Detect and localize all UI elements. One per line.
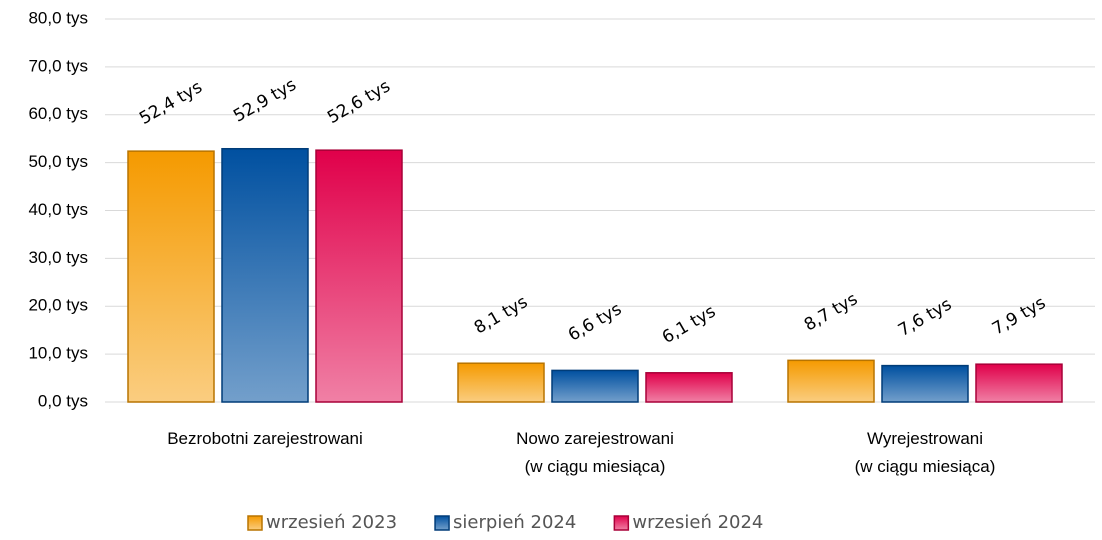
y-tick-label: 40,0 tys bbox=[28, 200, 88, 219]
bar bbox=[645, 372, 733, 403]
bar bbox=[551, 369, 639, 403]
legend-swatch bbox=[434, 515, 450, 531]
value-label: 52,9 tys bbox=[230, 75, 300, 127]
legend-swatch bbox=[247, 515, 263, 531]
bar bbox=[457, 362, 545, 403]
value-label: 52,4 tys bbox=[136, 77, 206, 129]
value-label: 7,6 tys bbox=[895, 294, 955, 340]
x-tick-label: Bezrobotni zarejestrowani bbox=[167, 429, 363, 448]
y-tick-label: 10,0 tys bbox=[28, 344, 88, 363]
x-tick-label: Wyrejestrowani (w ciągu miesiąca) bbox=[855, 429, 996, 476]
legend-label: wrzesień 2024 bbox=[632, 512, 763, 533]
y-tick-label: 60,0 tys bbox=[28, 104, 88, 123]
bar bbox=[975, 363, 1063, 403]
legend-swatch bbox=[613, 515, 630, 531]
y-tick-label: 0,0 tys bbox=[38, 391, 88, 410]
bar bbox=[315, 149, 403, 403]
y-tick-label: 30,0 tys bbox=[28, 248, 88, 267]
bar bbox=[221, 147, 309, 403]
legend-label: sierpień 2024 bbox=[453, 512, 576, 533]
value-label: 8,1 tys bbox=[471, 292, 531, 338]
bar bbox=[881, 364, 969, 403]
x-tick-label: Nowo zarejestrowani (w ciągu miesiąca) bbox=[516, 429, 674, 476]
value-label: 6,1 tys bbox=[659, 302, 719, 348]
bar bbox=[127, 150, 215, 403]
y-tick-label: 80,0 tys bbox=[28, 8, 88, 27]
bar bbox=[787, 359, 875, 403]
legend-label: wrzesień 2023 bbox=[266, 512, 397, 533]
value-label: 7,9 tys bbox=[989, 293, 1049, 339]
y-tick-label: 20,0 tys bbox=[28, 296, 88, 315]
value-label: 52,6 tys bbox=[324, 76, 394, 128]
value-label: 8,7 tys bbox=[801, 289, 861, 335]
y-tick-label: 70,0 tys bbox=[28, 56, 88, 75]
y-tick-label: 50,0 tys bbox=[28, 152, 88, 171]
